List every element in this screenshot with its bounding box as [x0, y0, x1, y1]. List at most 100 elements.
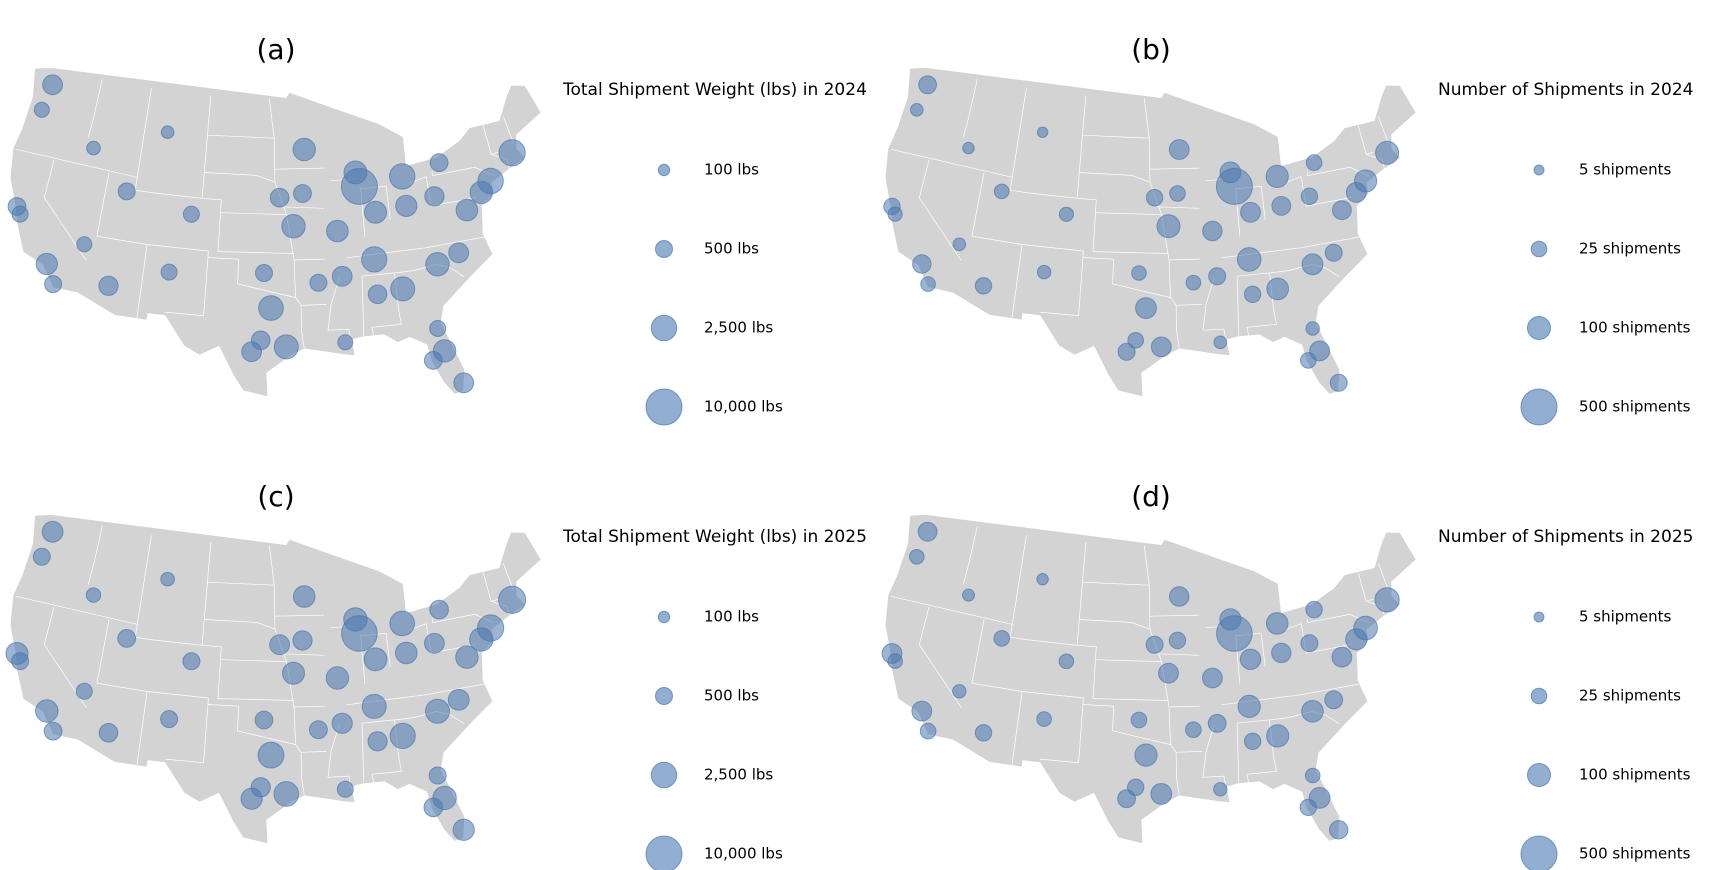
shipment-bubble: [42, 74, 63, 96]
shipment-bubble: [269, 634, 291, 656]
legend-bubble: [657, 163, 671, 177]
shipment-bubble: [1169, 185, 1186, 202]
legend-label: 500 lbs: [704, 687, 759, 705]
shipment-bubble: [974, 724, 993, 742]
shipment-bubble: [325, 666, 350, 690]
shipment-bubble: [1036, 126, 1049, 138]
shipment-bubble: [910, 103, 924, 117]
us-land: [885, 67, 1416, 397]
legend-label: 5 shipments: [1579, 161, 1672, 179]
shipment-bubble: [974, 277, 993, 295]
panel: (b) Number of Shipments in 2024 5 shipment…: [883, 33, 1693, 426]
state-border: [281, 653, 325, 656]
shipment-bubble: [160, 710, 179, 729]
shipment-bubble: [361, 693, 387, 719]
shipment-bubble: [1150, 336, 1172, 358]
shipment-bubble: [292, 137, 316, 162]
shipment-bubble: [455, 198, 479, 222]
us-land: [885, 514, 1416, 844]
shipment-bubble: [1354, 169, 1378, 193]
state-border: [361, 723, 365, 783]
state-border: [491, 152, 499, 155]
legend-label: 100 lbs: [704, 608, 759, 626]
shipment-bubble: [919, 722, 937, 740]
legend-bubble: [1520, 835, 1558, 870]
panel-title: (d): [1131, 480, 1171, 513]
state-border: [43, 159, 87, 261]
us-land: [10, 514, 541, 844]
legend-label: 100 shipments: [1579, 766, 1691, 784]
shipment-bubble: [389, 163, 416, 190]
state-border: [87, 78, 103, 138]
state-border: [1236, 723, 1240, 783]
state-border: [15, 595, 138, 625]
state-border: [1079, 172, 1151, 183]
shipment-bubble: [962, 141, 975, 155]
shipment-bubble: [1156, 214, 1181, 239]
shipment-bubble: [11, 652, 30, 671]
shipment-bubble: [1134, 743, 1158, 767]
shipment-bubble: [448, 242, 470, 264]
state-border: [301, 751, 327, 753]
state-border: [502, 116, 514, 144]
shipment-bubble: [1300, 634, 1319, 653]
legend-label: 500 shipments: [1579, 845, 1691, 863]
shipment-bubble: [343, 160, 368, 185]
state-border: [918, 159, 962, 261]
state-border: [971, 172, 1084, 252]
shipment-bubble: [429, 320, 447, 337]
state-border: [327, 724, 352, 787]
shipment-bubble: [477, 167, 504, 195]
shipment-bubble: [85, 587, 102, 603]
shipment-bubble: [41, 520, 64, 543]
legend-bubble: [645, 388, 683, 426]
legend-label: 25 shipments: [1579, 240, 1681, 258]
shipment-bubble: [182, 652, 201, 671]
legend-label: 2,500 lbs: [704, 319, 773, 337]
shipment-bubble: [424, 186, 445, 207]
shipment-bubble: [1208, 267, 1227, 286]
state-border: [43, 606, 87, 708]
state-border: [1366, 599, 1374, 602]
state-border: [1082, 134, 1150, 139]
shipment-bubble: [389, 610, 416, 637]
shipment-bubble: [1145, 189, 1164, 207]
shipment-bubble: [1329, 373, 1348, 392]
shipment-bubble: [1271, 642, 1292, 664]
shipment-bubble: [423, 351, 443, 370]
shipment-bubble: [1117, 342, 1136, 361]
shipment-bubble: [273, 334, 299, 360]
shipment-bubble: [1266, 277, 1289, 301]
shipment-bubble: [424, 632, 445, 654]
us-land: [10, 67, 541, 397]
panel: (c) Total Shipment Weight (lbs) in 2025 10…: [5, 480, 867, 870]
shipment-bubble: [1036, 264, 1052, 280]
shipment-bubble: [44, 275, 63, 294]
shipment-bubble: [395, 194, 418, 217]
state-border: [220, 659, 287, 662]
state-border: [1149, 614, 1200, 617]
shipment-bubble: [429, 599, 449, 620]
shipment-bubble: [453, 372, 475, 394]
shipment-bubble: [361, 246, 388, 273]
shipment-bubble: [909, 549, 925, 565]
shipment-bubble: [887, 206, 903, 222]
shipment-bubble: [258, 295, 284, 321]
state-border: [96, 172, 209, 252]
state-border: [1011, 244, 1023, 318]
shipment-bubble: [993, 183, 1010, 200]
state-border: [274, 167, 325, 170]
shipment-bubble: [292, 630, 313, 651]
legend-title: Total Shipment Weight (lbs) in 2025: [562, 527, 867, 547]
shipment-bubble: [1332, 200, 1352, 221]
shipment-bubble: [429, 153, 449, 173]
shipment-bubble: [343, 607, 368, 632]
shipment-bubble: [1353, 615, 1378, 641]
state-border: [281, 206, 325, 209]
shipment-bubble: [1305, 600, 1323, 619]
state-border: [96, 619, 209, 699]
legend-title: Number of Shipments in 2025: [1438, 527, 1693, 547]
shipment-bubble: [1135, 297, 1157, 320]
shipment-bubble: [1324, 690, 1344, 710]
shipment-bubble: [1243, 732, 1262, 750]
